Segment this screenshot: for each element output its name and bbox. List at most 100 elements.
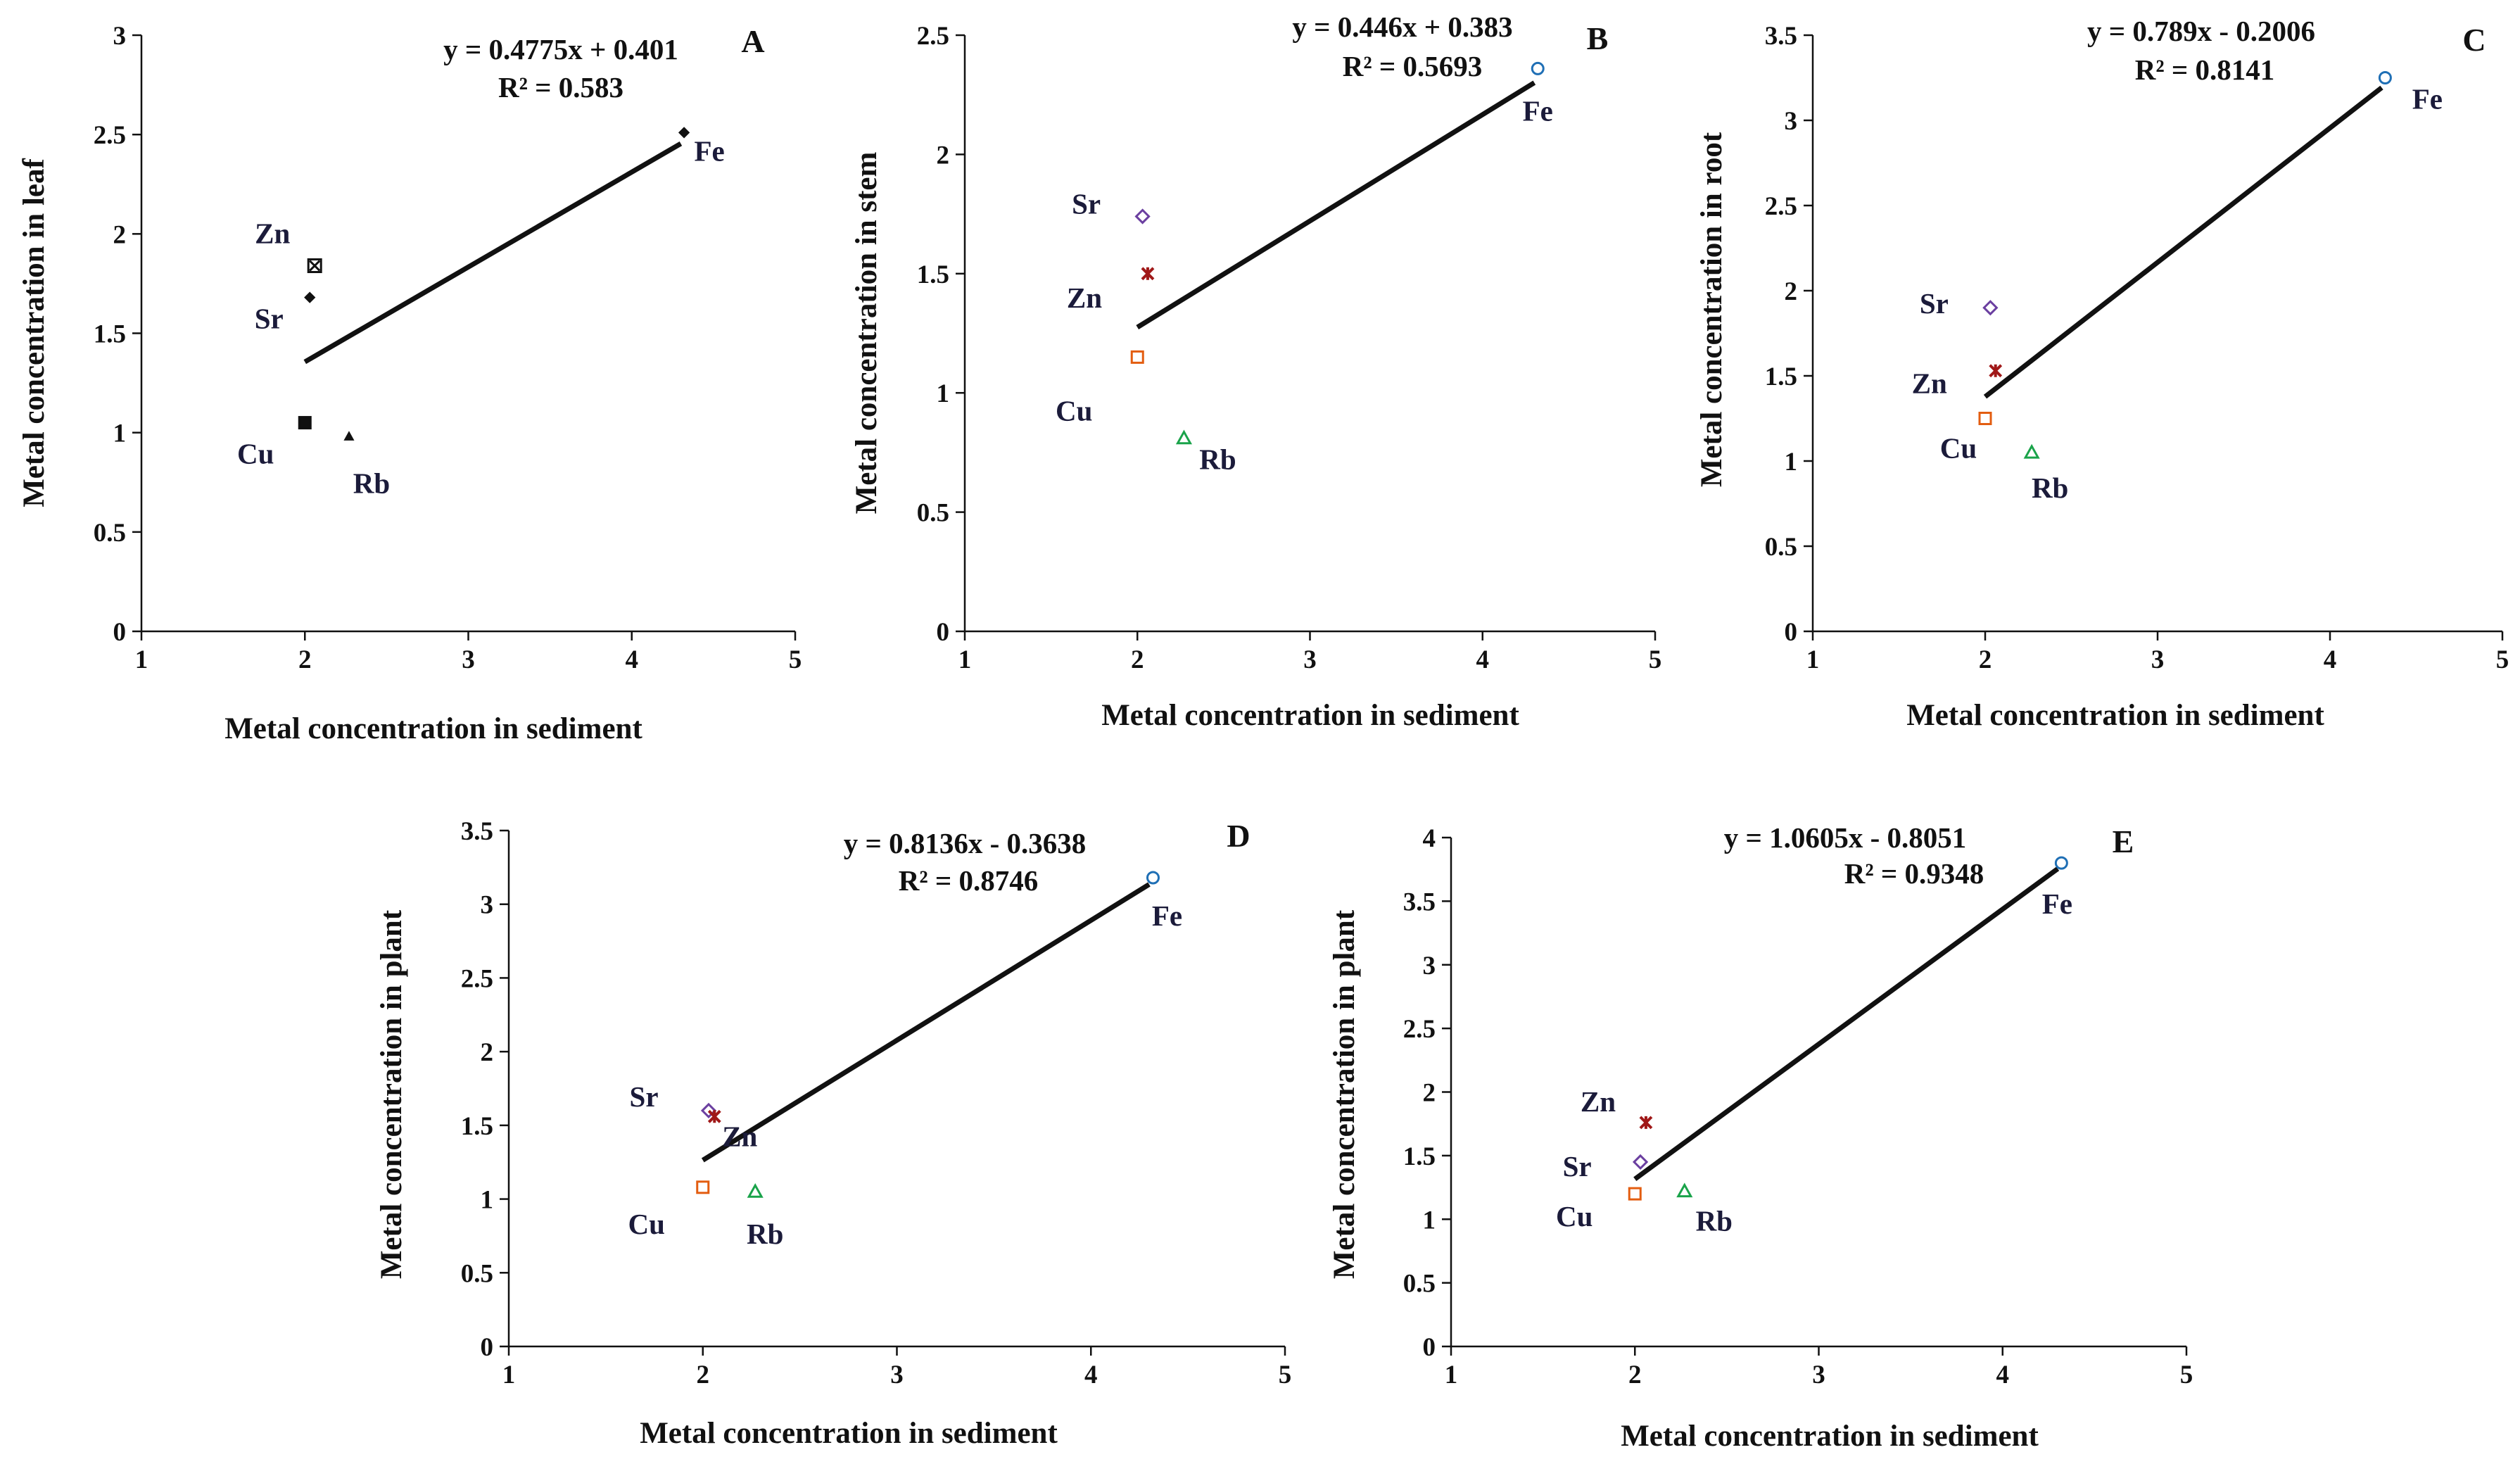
panel-d-x-tick-label: 1	[502, 1361, 516, 1389]
panel-c-point-rb-label: Rb	[2032, 472, 2068, 504]
panel-d-y-tick-label: 0.5	[461, 1259, 493, 1288]
panel-e-y-tick-label: 0.5	[1403, 1270, 1436, 1299]
panel-b-point-cu-label: Cu	[1056, 394, 1092, 427]
panel-d: 1 2 3 4 5 0 0.5 1 1.5 2 2.5 3 3.5 Fe Sr Zn Cu Rb y = 0.8…	[375, 817, 1291, 1450]
panel-d-x-axis-label: Metal concentration in sediment	[640, 1417, 1058, 1450]
panel-b-point-fe-label: Fe	[1523, 94, 1553, 127]
panel-b-y-tick-label: 0	[937, 618, 950, 647]
panel-d-label: D	[1227, 818, 1250, 854]
panel-d-ticks: 1 2 3 4 5 0 0.5 1 1.5 2 2.5 3 3.5	[461, 817, 1292, 1389]
panel-d-point-fe-label: Fe	[1152, 900, 1182, 932]
panel-d-point-rb-label: Rb	[747, 1218, 783, 1250]
panel-c-r-squared: R² = 0.8141	[2135, 53, 2275, 86]
panel-e-trendline	[1633, 866, 2060, 1181]
panel-b-equation: y = 0.446x + 0.383	[1292, 11, 1512, 43]
panel-a-points: Fe Zn Sr Cu Rb	[237, 127, 725, 499]
panel-e-point-cu-label: Cu	[1556, 1200, 1593, 1232]
panel-b-y-tick-label: 2.5	[917, 22, 949, 51]
panel-c-trendline	[1983, 85, 2383, 399]
panel-e-y-tick-label: 2.5	[1403, 1015, 1436, 1044]
panel-a-equation: y = 0.4775x + 0.401	[443, 33, 678, 65]
panel-e-point-rb	[1676, 1182, 1693, 1198]
panel-b-x-tick-label: 5	[1649, 645, 1662, 674]
panel-b-point-zn	[1141, 267, 1155, 281]
panel-d-y-tick-label: 2.5	[461, 964, 493, 993]
panel-a-point-cu	[298, 416, 312, 430]
panel-e-y-tick-label: 2	[1423, 1079, 1436, 1108]
panel-b-point-fe	[1531, 61, 1545, 75]
panel-c-y-tick-label: 1	[1785, 448, 1798, 477]
panel-a-y-tick-label: 3	[113, 22, 127, 51]
panel-b-r-squared: R² = 0.5693	[1343, 50, 1483, 82]
panel-d-y-tick-label: 3.5	[461, 817, 493, 846]
panel-c-x-axis-label: Metal concentration in sediment	[1906, 699, 2324, 732]
panel-a-trendline	[303, 141, 683, 365]
panel-c-point-zn-label: Zn	[1912, 367, 1947, 400]
panel-c-x-tick-label: 4	[2324, 645, 2337, 674]
panel-e-x-tick-label: 3	[1812, 1361, 1825, 1389]
panel-e-x-tick-label: 5	[2180, 1361, 2193, 1389]
panel-c-y-tick-label: 2.5	[1765, 192, 1797, 221]
panel-b: 1 2 3 4 5 0 0.5 1 1.5 2 2.5 Fe Sr Zn Cu Rb y = 0.446x …	[850, 11, 1661, 732]
panel-b-label: B	[1587, 20, 1609, 56]
panel-d-y-axis-label: Metal concentration in plant	[375, 909, 408, 1279]
panel-e-x-axis-label: Metal concentration in sediment	[1621, 1420, 2039, 1453]
panel-a-y-tick-label: 0	[113, 618, 127, 647]
panel-a-point-zn	[307, 258, 322, 274]
panel-d-y-tick-label: 0	[481, 1333, 494, 1362]
panel-b-point-cu	[1130, 350, 1144, 364]
panel-e-point-zn	[1639, 1116, 1653, 1130]
panel-a-x-tick-label: 3	[462, 645, 475, 674]
panel-c-x-tick-label: 2	[1979, 645, 1992, 674]
panel-e-point-fe	[2054, 856, 2068, 870]
panel-b-ticks: 1 2 3 4 5 0 0.5 1 1.5 2 2.5	[917, 22, 1662, 674]
panel-c-y-axis-label: Metal concentration in root	[1695, 132, 1728, 487]
panel-e-point-rb-label: Rb	[1696, 1204, 1733, 1237]
panel-a-y-tick-label: 2	[113, 220, 127, 249]
panel-c-points: Fe Sr Zn Cu Rb	[1912, 71, 2443, 504]
panel-b-points: Fe Sr Zn Cu Rb	[1056, 61, 1553, 476]
panel-e-y-tick-label: 1.5	[1403, 1142, 1436, 1171]
panel-b-trendline	[1136, 80, 1536, 330]
panel-a-point-fe-label: Fe	[694, 134, 724, 167]
panel-e-point-zn-label: Zn	[1581, 1085, 1616, 1118]
panel-a-label: A	[741, 23, 764, 59]
panel-e-y-tick-label: 4	[1423, 824, 1436, 853]
panel-e-r-squared: R² = 0.9348	[1844, 857, 1984, 890]
panel-a-point-zn-label: Zn	[255, 217, 290, 250]
panel-c: 1 2 3 4 5 0 0.5 1 1.5 2 2.5 3 3.5 Fe Sr Zn Cu Rb y = 0.7…	[1695, 15, 2509, 732]
panel-b-point-sr-label: Sr	[1072, 187, 1101, 220]
panel-a-ticks: 1 2 3 4 5 0 0.5 1 1.5 2 2.5 3	[94, 22, 802, 674]
panel-b-point-rb-label: Rb	[1199, 443, 1236, 476]
panel-b-y-tick-label: 1	[937, 379, 950, 408]
panel-c-equation: y = 0.789x - 0.2006	[2087, 15, 2315, 47]
panel-a-point-fe	[678, 127, 690, 139]
panel-b-x-tick-label: 4	[1476, 645, 1490, 674]
panel-e-point-sr-label: Sr	[1563, 1150, 1592, 1182]
panel-c-point-cu	[1978, 412, 1992, 425]
panel-e-equation: y = 1.0605x - 0.8051	[1724, 821, 1967, 854]
panel-b-point-zn-label: Zn	[1067, 282, 1102, 314]
panel-d-y-tick-label: 3	[481, 891, 494, 920]
panel-b-point-rb	[1175, 429, 1193, 445]
panel-d-points: Fe Sr Zn Cu Rb	[628, 871, 1182, 1250]
panel-d-x-tick-label: 3	[890, 1361, 904, 1389]
panel-e-ticks: 1 2 3 4 5 0 0.5 1 1.5 2 2.5 3 3.5 4	[1403, 824, 2193, 1389]
panel-a: 1 2 3 4 5 0 0.5 1 1.5 2 2.5 3 Fe Zn Sr Cu Rb y = 0.4775…	[18, 22, 802, 745]
panel-c-y-tick-label: 3	[1785, 107, 1798, 136]
panel-d-y-tick-label: 1.5	[461, 1112, 493, 1141]
panel-c-y-tick-label: 0	[1785, 618, 1798, 647]
panel-e-x-tick-label: 2	[1628, 1361, 1642, 1389]
panel-c-point-sr	[1982, 300, 1999, 316]
panel-e-point-cu	[1628, 1187, 1642, 1201]
panel-c-y-tick-label: 3.5	[1765, 22, 1797, 51]
panel-e-point-fe-label: Fe	[2042, 888, 2072, 920]
panel-b-x-tick-label: 1	[958, 645, 972, 674]
panel-a-point-rb-label: Rb	[353, 467, 390, 499]
panel-e-y-tick-label: 3.5	[1403, 888, 1436, 916]
panel-c-point-rb	[2023, 443, 2040, 459]
panel-d-x-tick-label: 4	[1084, 1361, 1098, 1389]
panel-e-points: Fe Zn Sr Cu Rb	[1556, 856, 2072, 1237]
panel-d-point-cu	[696, 1180, 710, 1194]
panel-a-x-tick-label: 1	[135, 645, 148, 674]
